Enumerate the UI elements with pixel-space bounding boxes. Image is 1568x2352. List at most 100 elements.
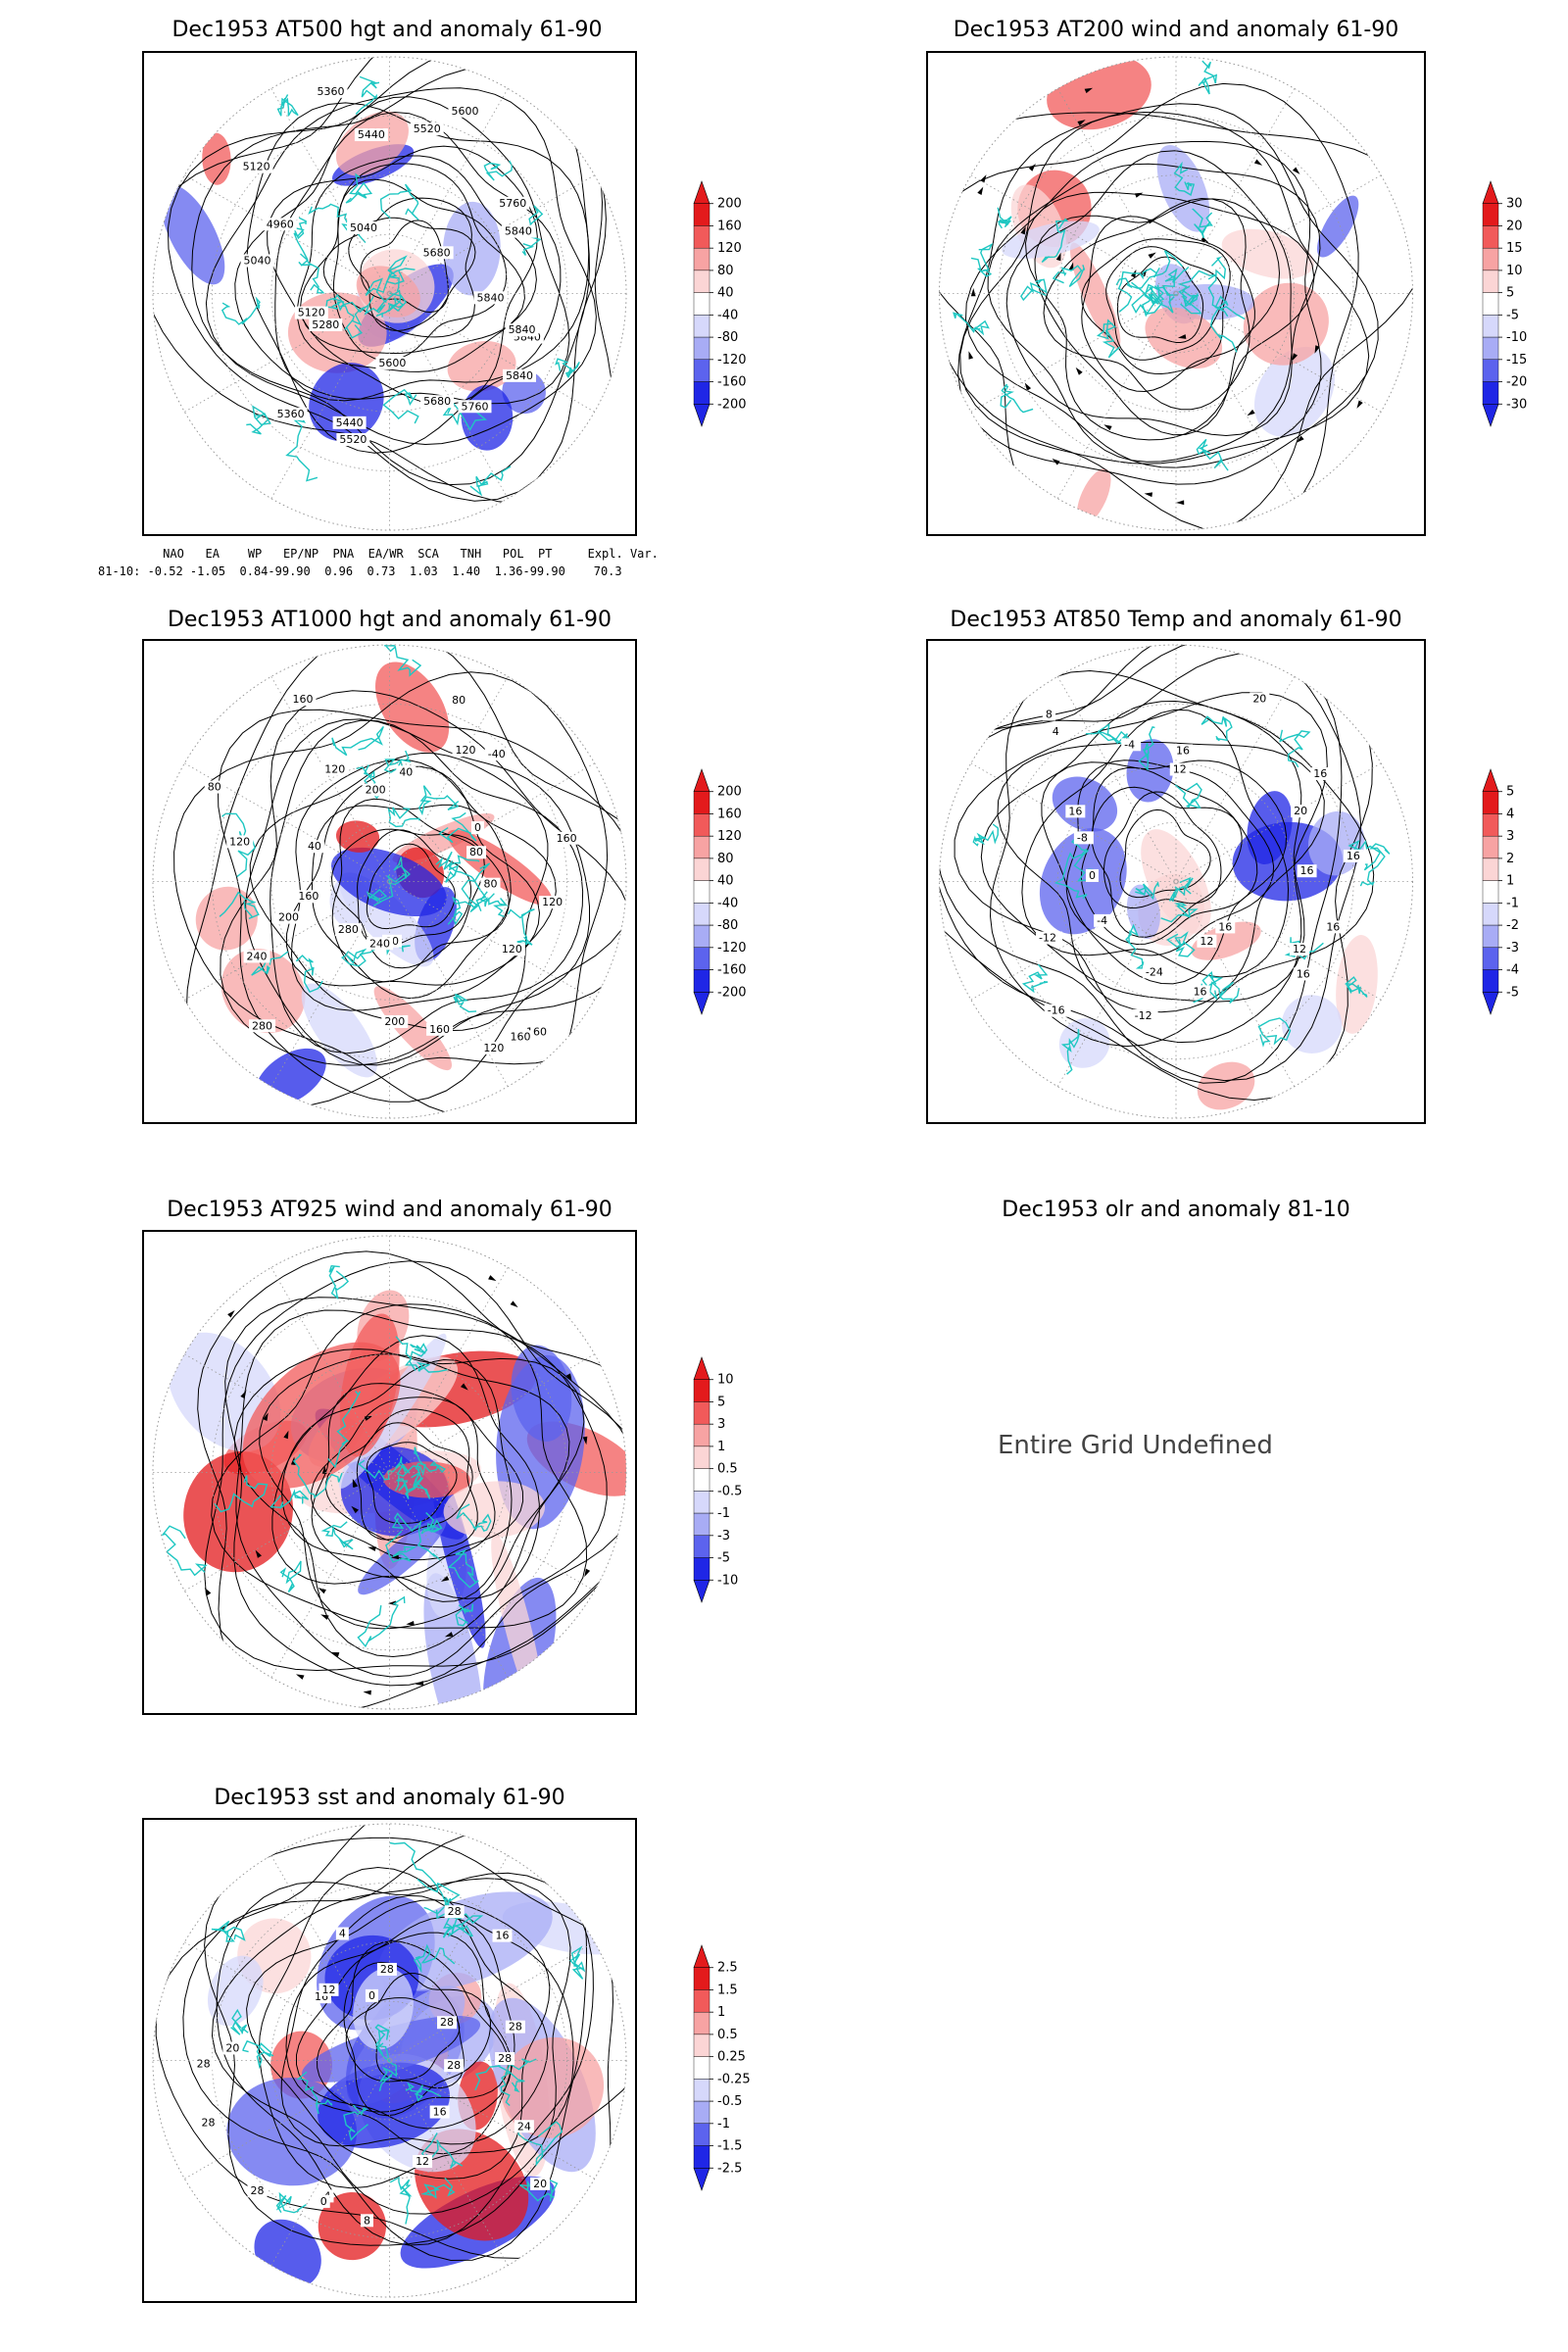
coastline	[1085, 722, 1131, 745]
contour-line	[1043, 197, 1250, 411]
latitude-circle	[270, 1353, 509, 1592]
colorbar-arrow-bottom	[693, 2167, 710, 2191]
colorbar-tick-label: -5	[1506, 308, 1519, 322]
colorbar-segment	[693, 813, 710, 837]
colorbar-segment	[693, 315, 710, 338]
contour-label-bg	[334, 923, 362, 937]
map-boundary	[939, 644, 1413, 1119]
colorbar-svg: 200 160 120 80 40 -40 -80 -120 -160 -200	[693, 180, 747, 427]
contour-label-bg	[367, 937, 394, 951]
colorbar-segment	[693, 1446, 710, 1469]
streamline-arrow	[460, 1383, 468, 1391]
streamline-arrow	[1052, 458, 1060, 466]
colorbar-segment	[1482, 858, 1499, 881]
contour-label-bg	[492, 1929, 513, 1942]
contour-label-bg	[318, 1983, 339, 1996]
panel4-title: Dec1953 AT850 Temp and anomaly 61-90	[950, 608, 1402, 632]
coastline	[389, 2176, 413, 2225]
coastline	[161, 1525, 208, 1577]
colorbar-tick-label: 10	[717, 1373, 734, 1388]
contour-label-bg	[376, 1962, 397, 1976]
contour-label-bg	[1142, 965, 1169, 979]
contour-label: 160	[298, 890, 318, 903]
coastline	[1135, 881, 1159, 901]
coastline	[1208, 981, 1240, 1004]
colorbar-tick-label: 5	[1506, 785, 1514, 800]
coastline	[1131, 281, 1171, 305]
contour-label: 5600	[378, 357, 406, 369]
contour-label: 0	[368, 1989, 375, 2002]
colorbar-tick-label: -10	[1506, 330, 1527, 345]
contour-line	[348, 217, 476, 332]
coastline	[355, 75, 380, 115]
colorbar-tick-label: 0.5	[717, 2028, 738, 2042]
colorbar-segment	[693, 2034, 710, 2057]
streamline-arrow	[1084, 87, 1094, 94]
anomaly-shading	[373, 986, 453, 1071]
coastline	[1131, 285, 1164, 315]
contour-label: 160	[429, 1023, 450, 1036]
anomaly-shading	[1076, 468, 1111, 525]
contour-label-bg	[226, 835, 254, 849]
anomaly-shading	[1126, 739, 1174, 803]
contour-label: 160	[510, 1030, 530, 1043]
streamline-arrow	[1247, 409, 1255, 416]
panel5-map	[142, 1230, 637, 1715]
contour-label: 80	[484, 878, 498, 891]
colorbar-tick-label: 200	[717, 785, 742, 800]
streamline-arrow	[977, 186, 984, 196]
streamline-arrow	[283, 1430, 289, 1440]
contour-label-bg	[452, 744, 479, 758]
contour-label-bg	[539, 896, 566, 909]
coastline	[1166, 931, 1196, 957]
coastline	[211, 1920, 246, 1942]
coastline	[357, 1595, 406, 1648]
contour-label-bg	[1065, 805, 1086, 818]
colorbar-tick-label: 15	[1506, 241, 1523, 256]
contour-label-bg	[530, 2177, 551, 2190]
contour-line	[1081, 238, 1231, 375]
latitude-circle	[211, 1294, 568, 1651]
contour-line	[274, 111, 562, 402]
contour-label-bg	[275, 910, 303, 924]
coastline	[461, 862, 495, 912]
anomaly-shading	[302, 2015, 481, 2082]
colorbar-tick-label: -0.5	[717, 2094, 742, 2109]
coastline	[1000, 383, 1034, 414]
colorbar-segment	[693, 1967, 710, 1990]
coastline	[507, 908, 535, 946]
contour-label: 28	[251, 2184, 265, 2197]
colorbar-tick-label: 80	[717, 264, 734, 278]
contour-line	[939, 112, 1413, 530]
anomaly-shading	[358, 1517, 447, 1595]
panel6-title: Dec1953 olr and anomaly 81-10	[1002, 1198, 1350, 1222]
anomaly-shading	[375, 662, 450, 753]
contour-line	[258, 1866, 574, 2189]
latitude-circle	[998, 703, 1354, 1060]
anomaly-shading	[1281, 995, 1343, 1054]
coastline	[568, 1945, 586, 1980]
colorbar-tick-label: 20	[1506, 219, 1523, 233]
colorbar-tick-label: 30	[1506, 197, 1523, 212]
streamline-arrow	[970, 288, 976, 297]
anomaly-shading	[1156, 144, 1210, 232]
coastline	[279, 1560, 302, 1592]
contour-label-bg	[503, 368, 537, 382]
contour-line	[360, 220, 449, 314]
contour-label-bg	[426, 1022, 454, 1036]
contour-line	[296, 1932, 513, 2130]
contour-label: 28	[440, 2016, 454, 2029]
contour-label: 16	[1218, 920, 1232, 933]
contour-label-bg	[354, 128, 388, 142]
panel7-colorbar: 2.5 1.5 1 0.5 0.25 -0.25 -0.5 -1 -1.5 -2.5	[686, 1936, 794, 2210]
coastline	[1142, 283, 1175, 318]
contour-label: 16	[1313, 767, 1327, 780]
colorbar-segment	[693, 924, 710, 949]
colorbar-tick-label: -80	[717, 918, 738, 933]
colorbar-segment	[693, 969, 710, 993]
contour-line	[205, 87, 597, 446]
colorbar-arrow-top	[693, 180, 710, 205]
colorbar-tick-label: -0.5	[717, 1484, 742, 1498]
contour-label: 16	[433, 2106, 447, 2119]
contour-line	[1024, 191, 1315, 441]
